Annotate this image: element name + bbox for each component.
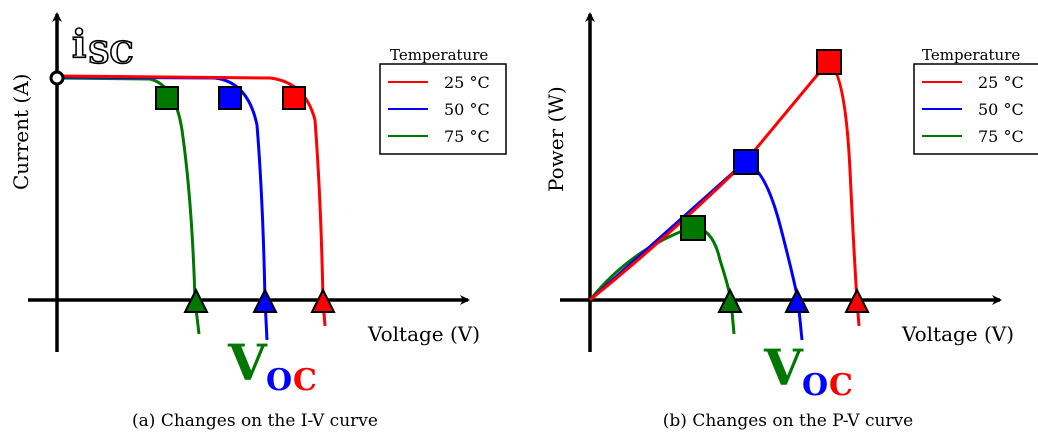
- iv-mpp-75: [155, 86, 179, 110]
- iv-x-label: Voltage (V): [367, 322, 480, 346]
- pv-legend-label-25: 25 °C: [978, 73, 1024, 92]
- iv-voc-25: [310, 287, 336, 313]
- iv-y-label: Current (A): [9, 74, 33, 190]
- iv-voc-label-o: O: [266, 363, 292, 398]
- pv-x-label: Voltage (V): [901, 322, 1014, 346]
- pv-voc-75: [717, 287, 743, 313]
- iv-legend-label-25: 25 °C: [444, 73, 490, 92]
- pv-voc-label-o: O: [802, 368, 828, 403]
- pv-legend: Temperature 25 °C 50 °C 75 °C: [913, 46, 1038, 155]
- pv-plot: Power (W) Voltage (V) Temperature 25 °C …: [544, 12, 1038, 431]
- pv-caption: (b) Changes on the P-V curve: [663, 411, 913, 431]
- pv-voc-label-main: V: [763, 338, 804, 397]
- pv-legend-label-75: 75 °C: [978, 127, 1024, 146]
- iv-plot: i SC Current (A) Voltage (V) Temperature…: [9, 12, 507, 431]
- iv-curve-50: [56, 75, 269, 341]
- iv-voc-label-c: C: [293, 363, 317, 398]
- iv-voc-label-main: V: [227, 333, 268, 392]
- iv-voc-75: [183, 287, 209, 313]
- iv-legend: Temperature 25 °C 50 °C 75 °C: [379, 46, 507, 155]
- pv-curve-25: [589, 60, 861, 327]
- iv-caption: (a) Changes on the I-V curve: [132, 411, 378, 431]
- iv-legend-title: Temperature: [390, 46, 488, 64]
- pv-voc-label-c: C: [829, 368, 853, 403]
- iv-mpp-25: [282, 86, 306, 110]
- pv-legend-title: Temperature: [922, 46, 1020, 64]
- isc-label-sub: SC: [88, 36, 134, 71]
- pv-voc-25: [844, 287, 870, 313]
- iv-legend-label-75: 75 °C: [444, 127, 490, 146]
- pv-mpp-50: [733, 149, 759, 175]
- iv-curve-25: [56, 74, 327, 327]
- isc-marker: [49, 70, 65, 86]
- iv-curve-75: [56, 76, 201, 335]
- iv-voc-50: [252, 287, 278, 313]
- iv-legend-box: [379, 63, 507, 155]
- pv-legend-label-50: 50 °C: [978, 100, 1024, 119]
- isc-label-main: i: [72, 21, 86, 66]
- pv-y-label: Power (W): [544, 86, 568, 192]
- pv-voc-50: [784, 287, 810, 313]
- pv-mpp-75: [680, 215, 706, 241]
- iv-legend-label-50: 50 °C: [444, 100, 490, 119]
- pv-mpp-25: [816, 49, 842, 75]
- pv-curve-50: [589, 160, 804, 341]
- iv-mpp-50: [218, 86, 242, 110]
